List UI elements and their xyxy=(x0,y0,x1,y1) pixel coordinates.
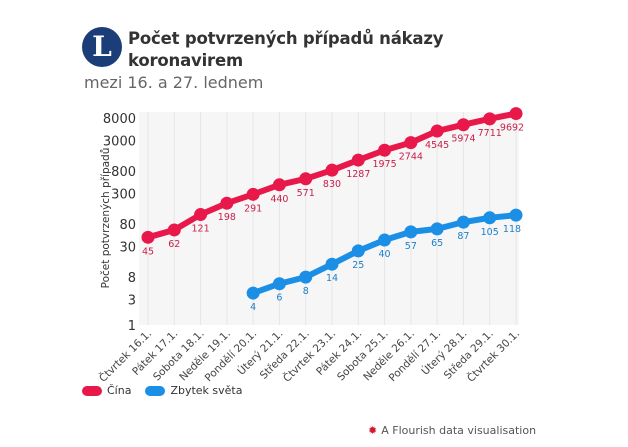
data-point xyxy=(325,257,339,271)
data-label: 25 xyxy=(352,260,364,271)
data-label: 2744 xyxy=(399,152,423,163)
data-label: 121 xyxy=(192,224,210,235)
data-label: 830 xyxy=(323,179,341,190)
data-label: 4 xyxy=(250,302,256,313)
data-point xyxy=(325,163,339,177)
data-label: 62 xyxy=(168,239,180,250)
chart-subtitle: mezi 16. a 27. lednem xyxy=(84,73,264,92)
data-label: 4545 xyxy=(425,140,449,151)
legend-item-china[interactable]: Čína xyxy=(82,384,131,397)
data-label: 5974 xyxy=(451,134,475,145)
data-point xyxy=(246,286,260,300)
y-tick-label: 30 xyxy=(119,241,136,256)
data-label: 291 xyxy=(244,203,262,214)
data-point xyxy=(272,178,286,192)
data-point xyxy=(509,107,523,121)
data-point xyxy=(351,153,365,167)
data-label: 9692 xyxy=(500,123,524,134)
credit-text: A Flourish data visualisation xyxy=(381,424,537,437)
y-tick-label: 8000 xyxy=(103,112,136,127)
y-tick-label: 80 xyxy=(119,218,136,233)
data-label: 571 xyxy=(297,188,315,199)
data-point xyxy=(220,196,234,210)
data-label: 105 xyxy=(481,227,499,238)
data-point xyxy=(456,215,470,229)
logo-letter: L xyxy=(92,30,112,63)
data-label: 14 xyxy=(326,273,338,284)
flourish-logo-icon: ✹ xyxy=(368,424,378,437)
data-label: 118 xyxy=(503,224,521,235)
y-tick-label: 3000 xyxy=(103,135,136,150)
y-tick-label: 800 xyxy=(111,165,136,180)
data-label: 1975 xyxy=(372,159,396,170)
legend-swatch-china xyxy=(82,385,102,396)
data-label: 8 xyxy=(303,286,309,297)
data-point xyxy=(272,277,286,291)
data-label: 1287 xyxy=(346,169,370,180)
data-point xyxy=(430,222,444,236)
data-point xyxy=(430,124,444,138)
legend-item-rest-of-world[interactable]: Zbytek světa xyxy=(145,384,243,397)
data-label: 57 xyxy=(405,241,417,252)
y-tick-label: 3 xyxy=(128,294,136,309)
legend-swatch-rest-of-world xyxy=(145,385,166,396)
y-tick-label: 1 xyxy=(128,319,136,334)
data-point xyxy=(378,143,392,157)
legend-label-china: Čína xyxy=(107,384,132,397)
y-axis-title: Počet potvrzených případů xyxy=(100,148,112,289)
data-point xyxy=(167,223,181,237)
data-label: 87 xyxy=(457,231,469,242)
data-point xyxy=(351,244,365,258)
legend: Čína Zbytek světa xyxy=(82,384,257,397)
data-point xyxy=(404,225,418,239)
y-tick-label: 8 xyxy=(128,271,136,286)
data-label: 45 xyxy=(142,246,154,257)
publisher-logo: L xyxy=(82,27,122,67)
data-label: 6 xyxy=(276,293,282,304)
data-point xyxy=(141,230,155,244)
legend-label-rest-of-world: Zbytek světa xyxy=(170,384,243,397)
data-point xyxy=(299,270,313,284)
data-label: 440 xyxy=(270,194,288,205)
y-tick-label: 300 xyxy=(111,188,136,203)
data-point xyxy=(509,208,523,222)
chart-title: Počet potvrzených případů nákazy koronav… xyxy=(128,29,444,70)
data-point xyxy=(483,211,497,225)
data-point xyxy=(483,112,497,126)
data-point xyxy=(378,233,392,247)
data-point xyxy=(194,208,208,222)
data-point xyxy=(299,172,313,186)
data-point xyxy=(246,187,260,201)
data-label: 7711 xyxy=(478,128,502,139)
data-label: 65 xyxy=(431,238,443,249)
data-label: 40 xyxy=(379,249,391,260)
data-point xyxy=(404,136,418,150)
flourish-credit[interactable]: ✹ A Flourish data visualisation xyxy=(368,424,536,437)
data-point xyxy=(456,118,470,132)
data-label: 198 xyxy=(218,212,236,223)
